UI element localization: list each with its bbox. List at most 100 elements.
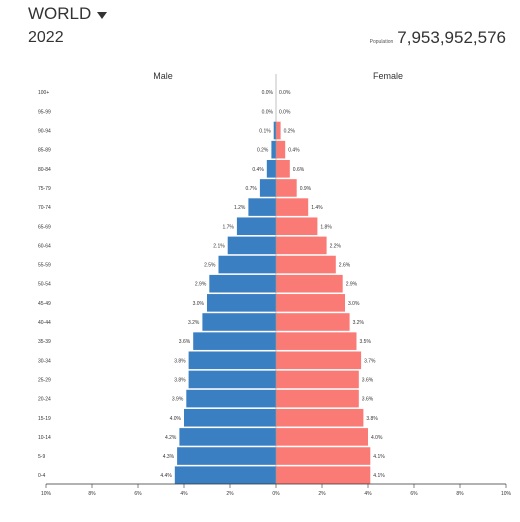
age-label: 85-89 xyxy=(38,148,51,154)
age-label: 0-4 xyxy=(38,473,45,479)
female-bar xyxy=(276,408,364,427)
x-tick-label: 8% xyxy=(456,491,464,497)
male-bar xyxy=(209,274,276,293)
x-tick-label: 6% xyxy=(134,491,142,497)
female-value-label: 0.0% xyxy=(279,109,291,115)
male-value-label: 3.2% xyxy=(188,320,200,326)
female-bar xyxy=(276,466,371,484)
male-value-label: 0.0% xyxy=(262,90,274,96)
female-value-label: 4.1% xyxy=(373,473,385,479)
x-tick-label: 0% xyxy=(272,491,280,497)
legend-female: Female xyxy=(373,71,403,81)
x-tick-label: 2% xyxy=(226,491,234,497)
x-tick-label: 2% xyxy=(318,491,326,497)
male-value-label: 4.2% xyxy=(165,435,177,441)
female-value-label: 2.2% xyxy=(330,243,342,249)
male-bar xyxy=(259,179,276,197)
male-bar xyxy=(193,332,276,350)
male-bar xyxy=(266,160,276,178)
female-value-label: 4.0% xyxy=(371,435,383,441)
male-bar xyxy=(271,140,276,159)
male-bar xyxy=(177,447,276,465)
male-value-label: 2.9% xyxy=(195,282,207,288)
female-bar xyxy=(276,447,371,465)
age-label: 20-24 xyxy=(38,397,51,403)
female-value-label: 2.9% xyxy=(346,282,358,288)
region-selector[interactable]: WORLD xyxy=(28,4,108,24)
female-bar xyxy=(276,160,290,178)
age-label: 25-29 xyxy=(38,377,51,383)
female-bar xyxy=(276,370,359,389)
x-tick-label: 10% xyxy=(41,491,52,497)
male-bar xyxy=(179,428,276,446)
male-bar xyxy=(236,217,276,236)
female-value-label: 0.6% xyxy=(293,167,305,173)
female-value-label: 0.4% xyxy=(288,148,300,154)
population-block: Population 7,953,952,576 xyxy=(370,28,506,48)
female-value-label: 3.0% xyxy=(348,301,360,307)
age-label: 60-64 xyxy=(38,243,51,249)
female-value-label: 1.8% xyxy=(320,224,332,230)
age-label: 30-34 xyxy=(38,358,51,364)
male-bar xyxy=(202,313,276,331)
male-value-label: 4.3% xyxy=(163,454,175,460)
age-label: 10-14 xyxy=(38,435,51,441)
female-bar xyxy=(276,217,318,236)
female-value-label: 3.7% xyxy=(364,358,376,364)
male-value-label: 2.1% xyxy=(213,243,225,249)
female-bar xyxy=(276,313,350,331)
x-tick-label: 4% xyxy=(180,491,188,497)
female-value-label: 3.8% xyxy=(366,416,378,422)
x-tick-label: 10% xyxy=(501,491,512,497)
male-bar xyxy=(186,389,276,408)
age-label: 55-59 xyxy=(38,263,51,269)
female-bar xyxy=(276,179,297,197)
male-value-label: 3.6% xyxy=(179,339,191,345)
male-value-label: 3.8% xyxy=(174,377,186,383)
male-bar xyxy=(273,121,276,140)
female-bar xyxy=(276,428,368,446)
age-label: 5-9 xyxy=(38,454,45,460)
male-bar xyxy=(218,255,276,274)
age-label: 95-99 xyxy=(38,109,51,115)
female-value-label: 0.2% xyxy=(284,129,296,135)
male-value-label: 3.0% xyxy=(193,301,205,307)
male-value-label: 0.4% xyxy=(252,167,264,173)
female-value-label: 3.2% xyxy=(353,320,365,326)
male-bar xyxy=(188,370,276,389)
male-value-label: 1.2% xyxy=(234,205,246,211)
x-tick-label: 8% xyxy=(88,491,96,497)
female-value-label: 3.6% xyxy=(362,377,374,383)
female-value-label: 4.1% xyxy=(373,454,385,460)
male-value-label: 2.5% xyxy=(204,263,216,269)
population-value: 7,953,952,576 xyxy=(397,28,506,47)
female-value-label: 0.9% xyxy=(300,186,312,192)
male-value-label: 0.1% xyxy=(259,129,271,135)
female-bar xyxy=(276,389,359,408)
female-value-label: 2.6% xyxy=(339,263,351,269)
male-bar xyxy=(248,198,276,216)
region-label: WORLD xyxy=(28,4,92,23)
female-value-label: 0.0% xyxy=(279,90,291,96)
age-label: 80-84 xyxy=(38,167,51,173)
male-value-label: 0.2% xyxy=(257,148,269,154)
male-value-label: 1.7% xyxy=(222,224,234,230)
population-label: Population xyxy=(369,39,394,45)
female-bar xyxy=(276,140,286,159)
age-label: 40-44 xyxy=(38,320,51,326)
legend-male: Male xyxy=(153,71,173,81)
caret-down-icon xyxy=(97,12,108,19)
female-value-label: 1.4% xyxy=(311,205,323,211)
male-bar xyxy=(174,466,276,484)
male-value-label: 4.0% xyxy=(170,416,182,422)
female-bar xyxy=(276,236,327,255)
age-label: 100+ xyxy=(38,90,49,96)
female-value-label: 3.6% xyxy=(362,397,374,403)
female-bar xyxy=(276,294,345,312)
x-tick-label: 4% xyxy=(364,491,372,497)
age-label: 75-79 xyxy=(38,186,51,192)
female-bar xyxy=(276,198,309,216)
female-bar xyxy=(276,332,357,350)
male-bar xyxy=(207,294,276,312)
